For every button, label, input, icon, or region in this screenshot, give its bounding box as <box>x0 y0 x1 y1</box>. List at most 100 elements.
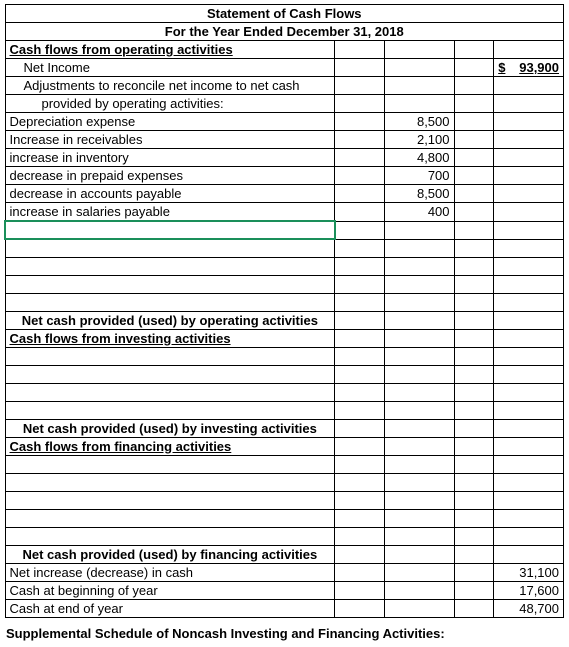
active-cell[interactable] <box>5 221 335 239</box>
table-row <box>5 491 564 509</box>
cell-empty <box>454 293 494 311</box>
cell-empty <box>335 41 385 59</box>
cell-empty <box>335 401 385 419</box>
cell-empty <box>454 77 494 95</box>
cell-empty <box>494 293 564 311</box>
cell-empty <box>5 347 335 365</box>
cell-empty <box>384 473 454 491</box>
cell-empty <box>335 275 385 293</box>
cell-empty <box>384 581 454 599</box>
cell-empty <box>454 149 494 167</box>
cell-empty <box>384 437 454 455</box>
cell-empty <box>335 455 385 473</box>
cell-empty <box>494 257 564 275</box>
cell-empty <box>494 77 564 95</box>
financing-header: Cash flows from financing activities <box>5 437 335 455</box>
cell-empty <box>454 239 494 257</box>
cell-empty <box>454 383 494 401</box>
table-row: decrease in accounts payable 8,500 <box>5 185 564 203</box>
cell-empty <box>335 329 385 347</box>
cell-empty <box>5 455 335 473</box>
cell-empty <box>384 77 454 95</box>
cell-empty <box>454 167 494 185</box>
cell-empty <box>5 239 335 257</box>
item-value: 8,500 <box>384 185 454 203</box>
net-operating-label: Net cash provided (used) by operating ac… <box>5 311 335 329</box>
cell-empty <box>335 491 385 509</box>
cell-empty <box>384 383 454 401</box>
cell-empty <box>454 401 494 419</box>
cell-empty <box>335 527 385 545</box>
cell-empty <box>454 329 494 347</box>
table-row <box>5 509 564 527</box>
cell-empty <box>494 185 564 203</box>
table-row <box>5 239 564 257</box>
subtitle-cell: For the Year Ended December 31, 2018 <box>5 23 564 41</box>
table-row: increase in inventory 4,800 <box>5 149 564 167</box>
cell-empty <box>494 545 564 563</box>
cash-end-value: 48,700 <box>494 599 564 617</box>
cell-empty <box>454 95 494 113</box>
cell-empty <box>454 203 494 222</box>
cell-empty <box>494 113 564 131</box>
cell-empty <box>494 437 564 455</box>
cell-empty <box>454 185 494 203</box>
table-row: Adjustments to reconcile net income to n… <box>5 77 564 95</box>
table-row: Cash flows from financing activities <box>5 437 564 455</box>
cell-empty <box>494 311 564 329</box>
net-financing-label: Net cash provided (used) by financing ac… <box>5 545 335 563</box>
cell-empty <box>335 311 385 329</box>
cell-empty <box>384 509 454 527</box>
cell-empty <box>335 347 385 365</box>
cell-empty <box>335 563 385 581</box>
cell-empty <box>454 257 494 275</box>
cell-empty <box>335 599 385 617</box>
cell-empty <box>384 293 454 311</box>
cell-empty <box>494 239 564 257</box>
cell-empty <box>494 203 564 222</box>
cell-empty <box>384 455 454 473</box>
cell-empty <box>454 473 494 491</box>
table-row <box>5 347 564 365</box>
cell-empty <box>384 491 454 509</box>
cell-empty <box>5 275 335 293</box>
table-row: Cash flows from investing activities <box>5 329 564 347</box>
net-increase-label: Net increase (decrease) in cash <box>5 563 335 581</box>
cell-empty <box>454 527 494 545</box>
investing-header: Cash flows from investing activities <box>5 329 335 347</box>
dollar-sign: $ <box>498 60 505 75</box>
table-row: Cash at beginning of year 17,600 <box>5 581 564 599</box>
cell-empty <box>494 131 564 149</box>
cell-empty <box>454 419 494 437</box>
item-value: 2,100 <box>384 131 454 149</box>
cell-empty <box>384 95 454 113</box>
table-row: Net cash provided (used) by investing ac… <box>5 419 564 437</box>
cell-empty <box>335 167 385 185</box>
cell-empty <box>454 365 494 383</box>
table-row: Depreciation expense 8,500 <box>5 113 564 131</box>
cell-empty <box>335 581 385 599</box>
table-row <box>5 401 564 419</box>
cell-empty <box>335 545 385 563</box>
cell-empty <box>494 527 564 545</box>
table-row: increase in salaries payable 400 <box>5 203 564 222</box>
title-cell: Statement of Cash Flows <box>5 5 564 23</box>
cell-empty <box>335 185 385 203</box>
cell-empty <box>384 329 454 347</box>
title-row: Statement of Cash Flows <box>5 5 564 23</box>
cell-empty <box>494 491 564 509</box>
cell-empty <box>335 221 385 239</box>
cell-empty <box>494 275 564 293</box>
cell-empty <box>454 113 494 131</box>
table-row: Net cash provided (used) by operating ac… <box>5 311 564 329</box>
table-row <box>5 365 564 383</box>
cash-begin-value: 17,600 <box>494 581 564 599</box>
cell-empty <box>335 437 385 455</box>
cell-empty <box>335 131 385 149</box>
cell-empty <box>5 473 335 491</box>
cell-empty <box>454 563 494 581</box>
table-row: Cash at end of year 48,700 <box>5 599 564 617</box>
cell-empty <box>384 311 454 329</box>
supplemental-heading: Supplemental Schedule of Noncash Investi… <box>4 618 565 643</box>
cell-empty <box>494 95 564 113</box>
